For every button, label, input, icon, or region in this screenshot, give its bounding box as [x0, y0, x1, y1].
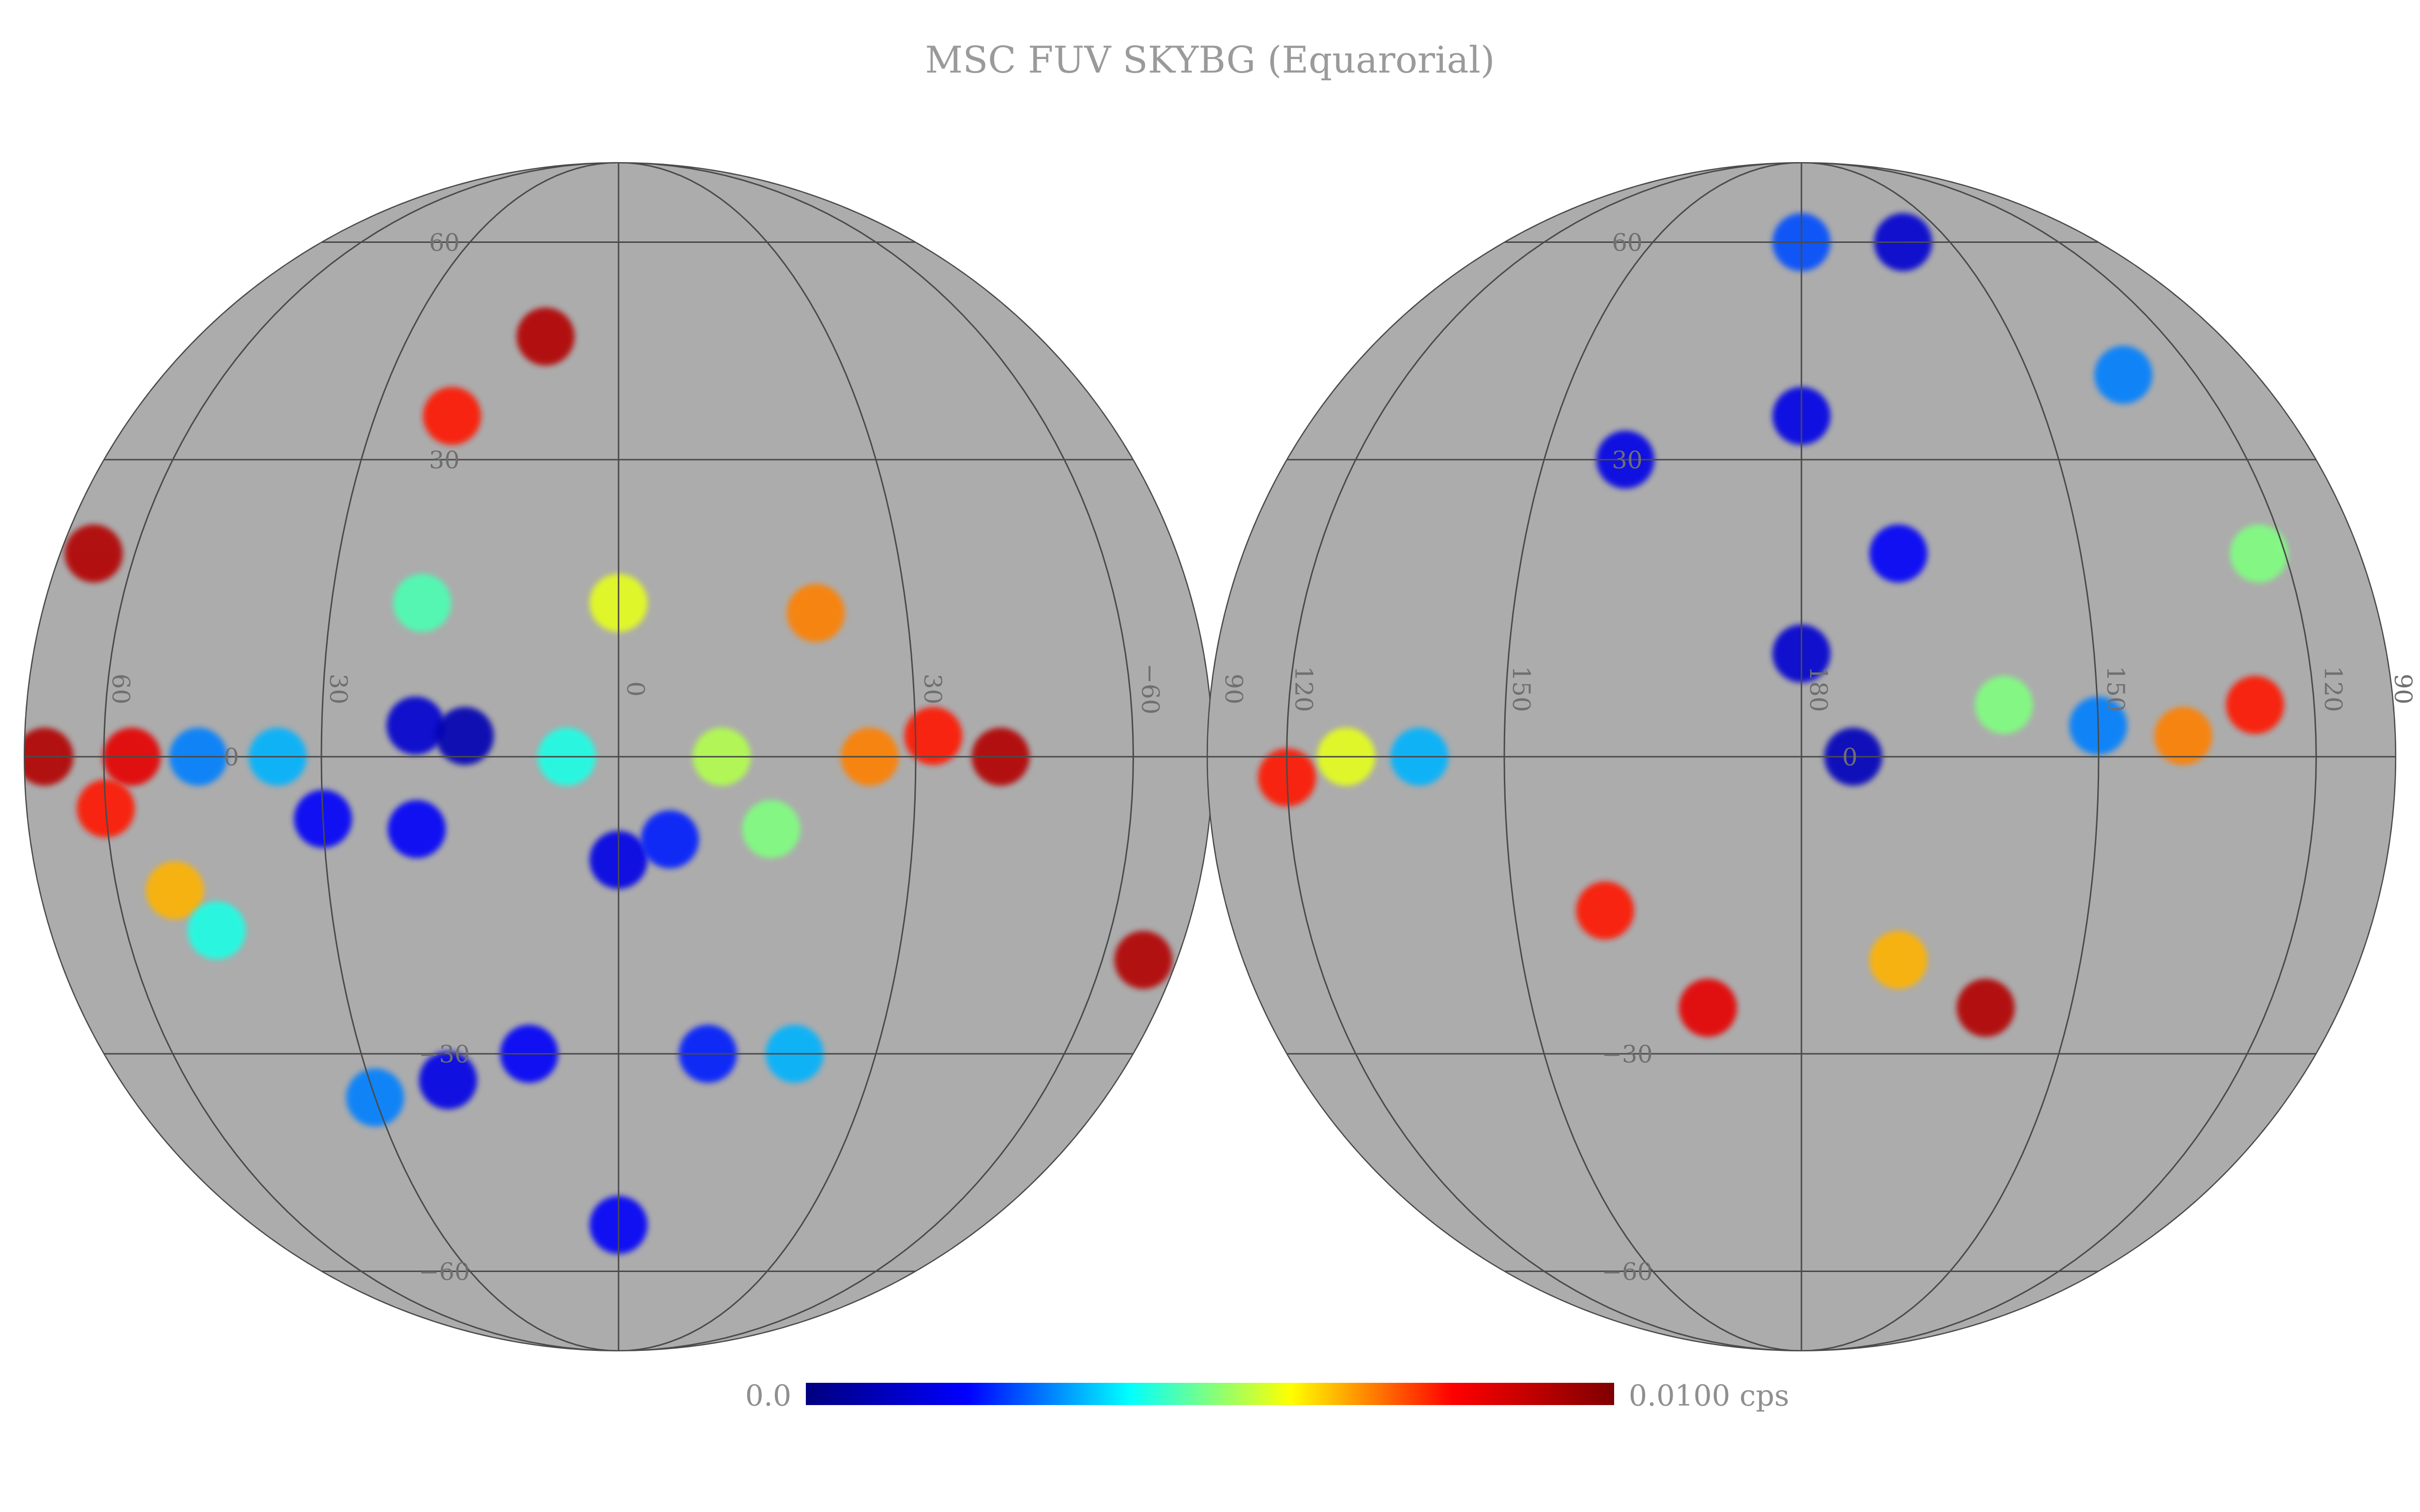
- sky-region: [1869, 524, 1928, 583]
- sky-region: [1576, 881, 1634, 940]
- parallel-label: 0: [224, 743, 239, 771]
- meridian-label: 180: [1804, 666, 1832, 712]
- sky-region: [419, 1051, 477, 1109]
- meridian-line: [1801, 163, 2100, 1351]
- parallel-label: 0: [1842, 743, 1858, 771]
- sky-region: [64, 524, 123, 583]
- parallel-label: 60: [429, 229, 460, 257]
- meridian-label: 60: [107, 674, 135, 704]
- sky-region: [386, 696, 445, 755]
- meridian-line: [1286, 163, 1802, 1351]
- meridian-line: [103, 163, 619, 1351]
- meridian-label: 0: [621, 681, 650, 697]
- parallel-label: 60: [1612, 229, 1643, 257]
- meridian-label: 30: [324, 674, 352, 704]
- parallel-label: 30: [1612, 446, 1643, 474]
- sky-region: [516, 307, 575, 366]
- colorbar-min-label: 0.0: [745, 1379, 791, 1413]
- parallel-label: −30: [1602, 1040, 1653, 1068]
- meridian-label: 150: [1507, 666, 1535, 712]
- sky-region: [786, 584, 845, 642]
- parallel-label: 30: [429, 446, 460, 474]
- left-hemisphere: 60 30 0 30 −60 60 30 −30 −60 0: [24, 162, 1213, 1351]
- sky-region: [2230, 524, 2288, 583]
- sky-region: [436, 707, 494, 765]
- meridian-label: 90: [1220, 674, 1248, 704]
- parallel-label: −60: [419, 1258, 470, 1286]
- meridian-label: 90: [2389, 674, 2417, 704]
- hemisphere-outline: [1207, 162, 2396, 1351]
- sky-region: [2226, 675, 2284, 734]
- colorbar: 0.0 0.0100 cps: [745, 1379, 1789, 1413]
- meridian-line: [320, 163, 619, 1351]
- colorbar-max-label: 0.0100 cps: [1629, 1379, 1789, 1413]
- sky-region: [388, 800, 446, 858]
- sky-region: [640, 810, 699, 868]
- sky-region: [904, 707, 963, 765]
- meridian-label: 120: [1290, 666, 1318, 712]
- sky-region: [423, 387, 481, 445]
- sky-region: [146, 861, 204, 920]
- colorbar-gradient: [806, 1383, 1614, 1405]
- sky-region: [1679, 978, 1737, 1037]
- parallel-label: −30: [419, 1040, 470, 1068]
- sky-region: [1114, 931, 1173, 989]
- sky-region: [742, 800, 801, 858]
- meridian-label: 120: [2319, 666, 2347, 712]
- meridian-line: [618, 163, 917, 1351]
- sky-region: [1956, 978, 2015, 1037]
- meridian-line: [1503, 163, 1802, 1351]
- meridian-line: [1801, 163, 2317, 1351]
- sky-region: [187, 901, 246, 960]
- sky-region: [2094, 345, 2153, 404]
- meridian-label: 150: [2102, 666, 2130, 712]
- sky-region: [393, 574, 452, 632]
- right-hemisphere: 90 120 150 180 150 120 90 60 30 −30 −60 0: [1207, 162, 2417, 1351]
- sky-region: [1869, 931, 1928, 989]
- meridian-label: 30: [919, 674, 947, 704]
- meridian-line: [618, 163, 1134, 1351]
- sky-region: [1975, 675, 2033, 734]
- meridian-label: −60: [1136, 663, 1164, 715]
- sky-region: [2154, 707, 2212, 765]
- parallel-label: −60: [1602, 1258, 1653, 1286]
- chart-title: MSC FUV SKYBG (Equarorial): [925, 38, 1495, 81]
